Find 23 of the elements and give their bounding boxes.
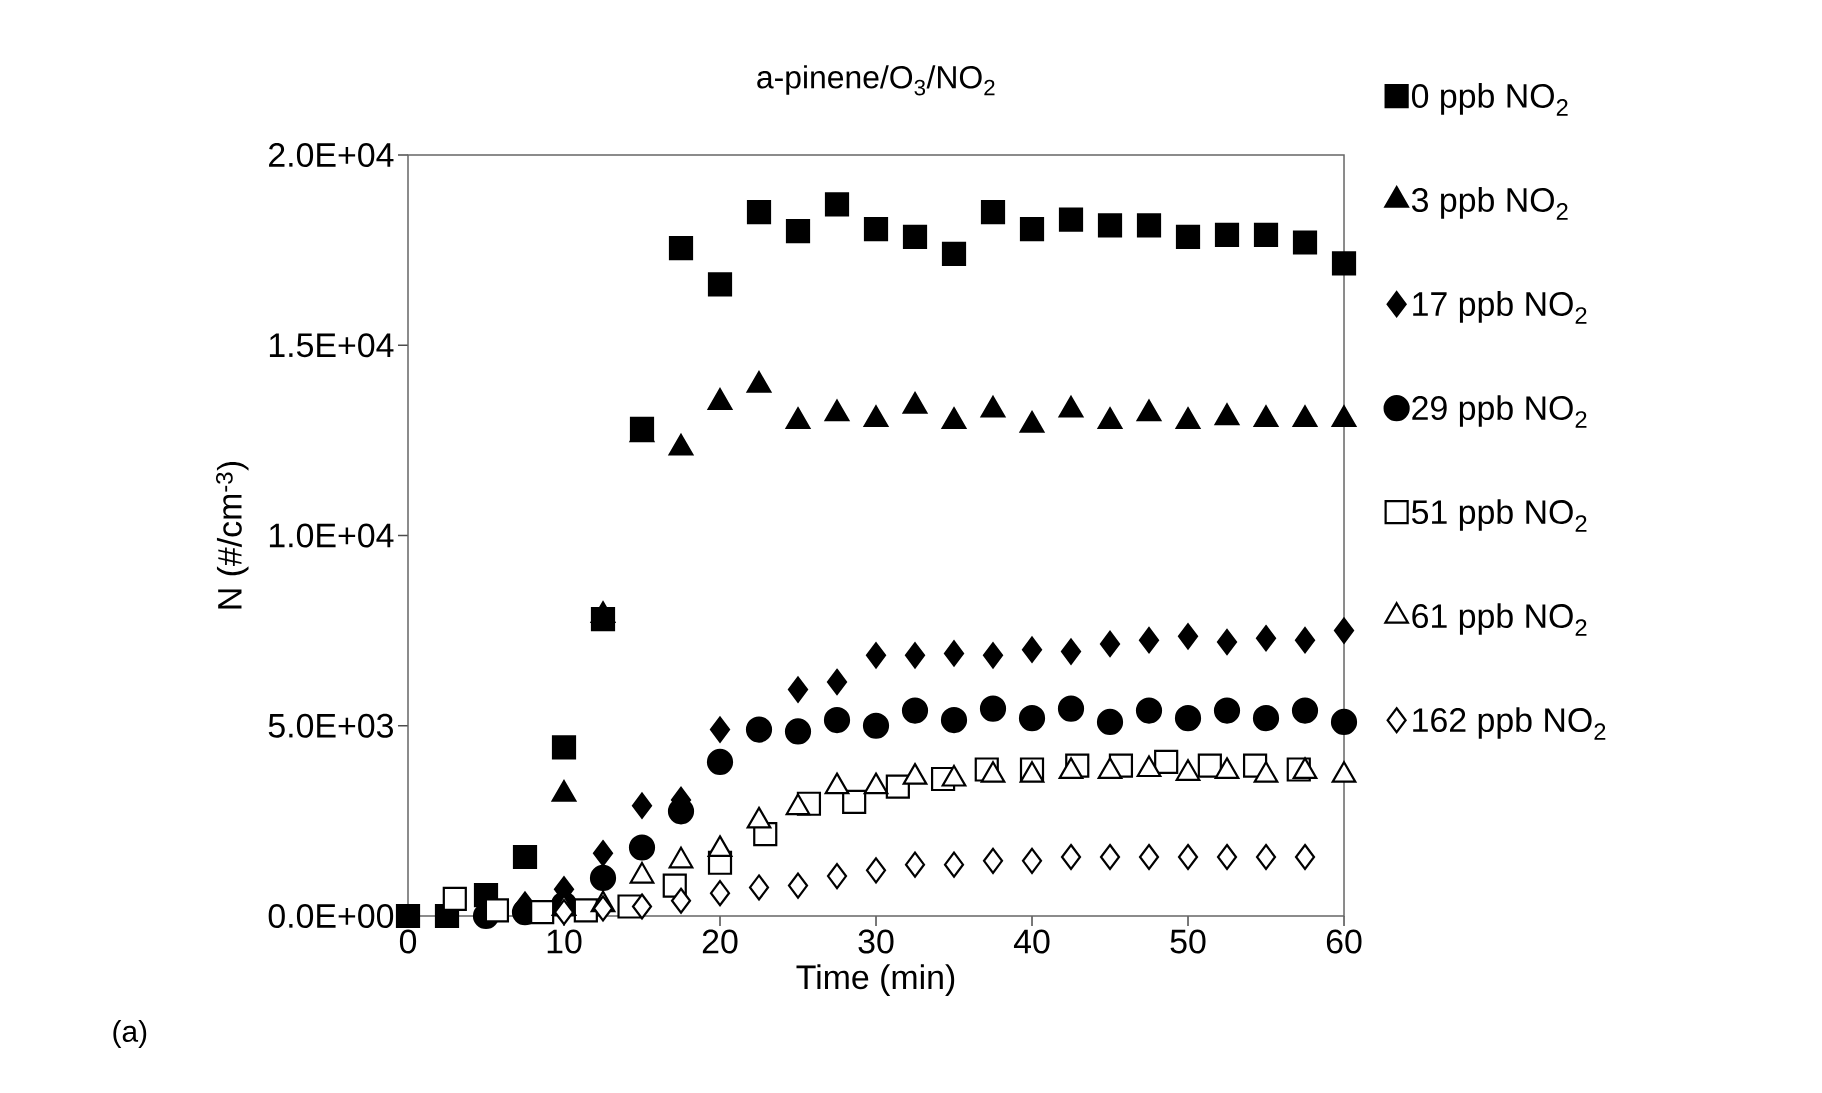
x-tick-label: 60 (1326, 929, 1362, 954)
y-tick-label: 1.5E+04 (269, 333, 394, 358)
x-tick-label: 30 (858, 929, 894, 954)
y-axis-title: N (#/cm$^{-3}$) (215, 461, 249, 609)
legend-label: 3 ppb NO$_{2}$ (1411, 187, 1568, 220)
x-tick-label: 0 (399, 929, 417, 954)
x-tick-label: 50 (1170, 929, 1206, 954)
legend-label: 162 ppb NO$_{2}$ (1413, 707, 1606, 740)
legend-label: 29 ppb NO$_{2}$ (1412, 395, 1587, 428)
legend-label: 61 ppb NO$_{2}$ (1412, 603, 1587, 636)
y-tick-label: 1.0E+04 (269, 523, 394, 548)
legend-label: 0 ppb NO$_{2}$ (1411, 83, 1568, 116)
legend-label: 51 ppb NO$_{2}$ (1411, 499, 1587, 532)
legend-label: 17 ppb NO$_{2}$ (1413, 291, 1587, 324)
y-tick-label: 0.0E+00 (268, 904, 394, 928)
x-axis-title: Time (min) (796, 964, 955, 996)
y-tick-label: 2.0E+04 (269, 143, 394, 167)
x-tick-label: 20 (702, 929, 738, 954)
chart-title: a-pinene/O$_{3}$/NO$_{2}$ (757, 65, 995, 96)
y-tick-label: 5.0E+03 (268, 713, 393, 738)
x-tick-label: 40 (1013, 929, 1050, 954)
text: (a) (113, 1020, 147, 1048)
x-tick-label: 10 (547, 929, 582, 954)
